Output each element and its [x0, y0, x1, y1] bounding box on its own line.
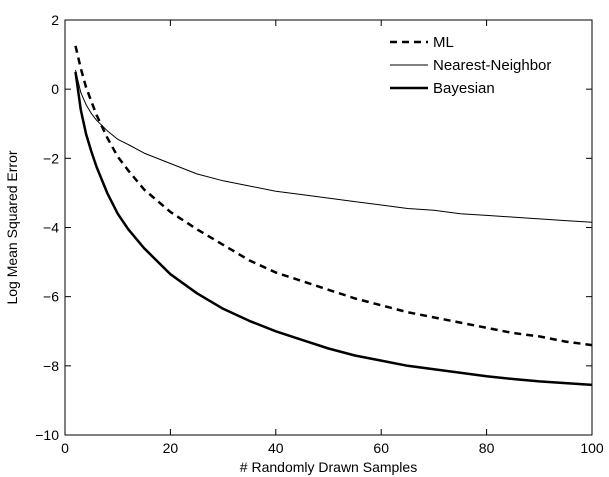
x-tick-label: 80 — [479, 440, 495, 456]
x-tick-label: 60 — [373, 440, 389, 456]
legend-label: Bayesian — [433, 80, 495, 97]
legend-label: ML — [433, 34, 454, 51]
y-tick-label: −4 — [43, 220, 59, 236]
series-line-bayesian — [74, 71, 593, 387]
legend: ML Nearest-Neighbor Bayesian — [390, 34, 551, 97]
legend-label: Nearest-Neighbor — [433, 57, 551, 74]
plot-frame — [64, 19, 593, 436]
y-tick-label: −2 — [43, 150, 59, 166]
y-tick-label: −6 — [43, 289, 59, 305]
axis-ticks: 0 20 40 60 80 100 −10 −8 −6 −4 −2 0 2 — [35, 12, 604, 456]
series-line-nearest-neighbor — [75, 69, 593, 223]
y-tick-label: 2 — [51, 12, 59, 28]
y-tick-label: 0 — [51, 81, 59, 97]
x-tick-label: 40 — [268, 440, 284, 456]
x-axis-label: # Randomly Drawn Samples — [240, 459, 417, 475]
x-tick-label: 0 — [61, 440, 69, 456]
series-layer — [74, 45, 593, 387]
series-line-ml — [74, 45, 593, 347]
x-tick-label: 100 — [580, 440, 604, 456]
y-tick-label: −10 — [35, 427, 59, 443]
y-tick-label: −8 — [43, 358, 59, 374]
y-axis-label: Log Mean Squared Error — [4, 150, 20, 304]
x-tick-label: 20 — [163, 440, 179, 456]
